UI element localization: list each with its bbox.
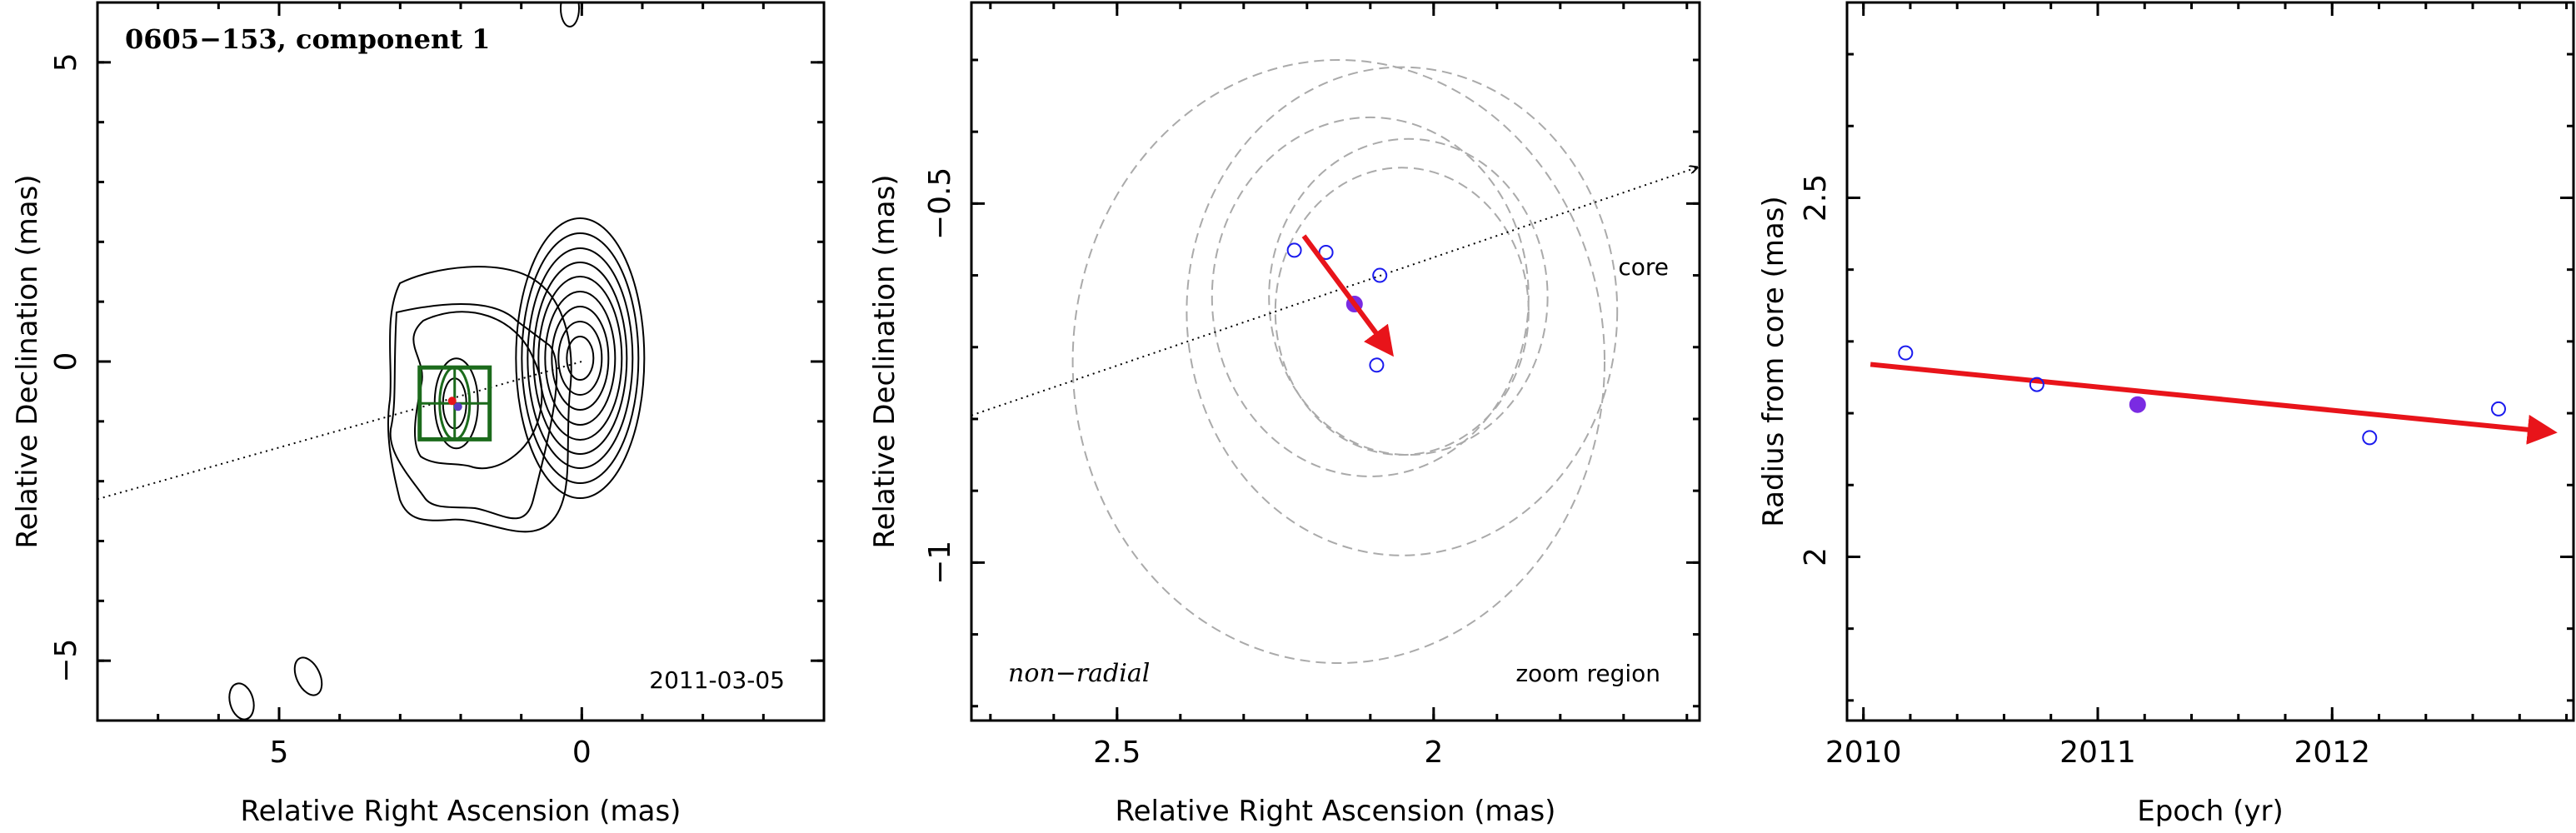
axis-ticks: 5 0 −5 0 5 <box>49 1 826 770</box>
panel-contour-map: 5 0−505 0605−153, component 1 2011-03-05 … <box>11 1 826 828</box>
x-tick-label: 2.5 <box>1093 736 1141 770</box>
radial-direction-line <box>971 167 1696 416</box>
x-axis-label: Relative Right Ascension (mas) <box>241 795 681 828</box>
jet-contour <box>387 266 572 533</box>
x-tick-label: 2 <box>1424 736 1443 770</box>
component-center-point <box>447 397 457 406</box>
jet-contour <box>389 303 558 520</box>
y-tick-label: 2.5 <box>1799 174 1833 222</box>
x-tick-label: 2011 <box>2059 736 2136 770</box>
component-positions <box>1286 242 1388 373</box>
plot-frame <box>970 1 1701 722</box>
zoom-region-annotation: zoom region <box>1515 660 1660 687</box>
y-axis-label: Relative Declination (mas) <box>11 174 44 548</box>
y-tick-label: 0 <box>49 352 83 372</box>
current-epoch-point <box>2129 396 2146 413</box>
y-tick-label: −1 <box>923 541 957 585</box>
panel-zoom-region: 2.5 2 −1 −0.5 non−radial zoom region core R… <box>868 1 1701 828</box>
epoch-point <box>1286 242 1302 258</box>
core-contour <box>527 247 634 469</box>
panel-title: 0605−153, component 1 <box>125 23 490 55</box>
plot-frame <box>1845 1 2575 722</box>
fwhm-circle <box>1186 66 1619 556</box>
y-axis-label: Radius from core (mas) <box>1757 196 1790 526</box>
fwhm-circle <box>1071 58 1606 665</box>
motion-type-annotation: non−radial <box>1008 659 1150 688</box>
y-tick-label: −0.5 <box>923 167 957 240</box>
core-contour <box>521 232 640 484</box>
epoch-point <box>2362 430 2378 446</box>
core-contour <box>544 291 617 426</box>
epoch-point <box>2490 401 2506 416</box>
component-model <box>417 365 492 441</box>
fwhm-circle <box>1268 137 1549 456</box>
y-axis-label: Relative Declination (mas) <box>868 174 901 548</box>
epoch-point <box>1318 244 1334 260</box>
epoch-point <box>1898 345 1914 361</box>
core-contour <box>551 306 610 411</box>
y-tick-label: 2 <box>1799 547 1833 566</box>
radius-measurements <box>1898 345 2506 446</box>
epoch-point <box>1372 267 1388 283</box>
core-contour <box>515 217 646 499</box>
axis-ticks: 2.5 2 −1 −0.5 <box>923 2 1700 770</box>
noise-contour <box>560 2 580 27</box>
fwhm-circle <box>1211 116 1530 477</box>
motion-vector-arrow <box>1301 234 1394 357</box>
noise-contour <box>228 682 255 721</box>
x-tick-label: 0 <box>572 736 592 770</box>
panel-radius-vs-epoch: 2010 2011 2012 2 2.5 Epoch (yr) Radius from … <box>1757 1 2575 828</box>
y-tick-label: 5 <box>49 52 83 72</box>
component-center-point <box>453 402 462 412</box>
epoch-point <box>1369 357 1385 373</box>
noise-contour <box>293 656 323 696</box>
fit-line-arrow <box>1870 362 2558 445</box>
x-tick-label: 5 <box>270 736 289 770</box>
epoch-point <box>2029 377 2044 392</box>
axis-ticks: 2010 2011 2012 2 2.5 <box>1799 2 2574 770</box>
component-fwhm-circles <box>1071 58 1619 665</box>
contour-map <box>228 2 646 721</box>
x-tick-label: 2010 <box>1825 736 1902 770</box>
radial-direction-line <box>97 361 582 501</box>
core-contour <box>566 336 595 381</box>
epoch-annotation: 2011-03-05 <box>649 666 785 694</box>
core-contour <box>557 321 603 396</box>
x-axis-label: Epoch (yr) <box>2137 795 2284 828</box>
x-tick-label: 2012 <box>2294 736 2370 770</box>
core-contour <box>537 276 623 441</box>
plot-frame <box>96 1 826 722</box>
x-axis-label: Relative Right Ascension (mas) <box>1116 795 1556 828</box>
y-tick-label: −5 <box>49 639 83 683</box>
core-direction-annotation: core <box>1618 253 1669 281</box>
